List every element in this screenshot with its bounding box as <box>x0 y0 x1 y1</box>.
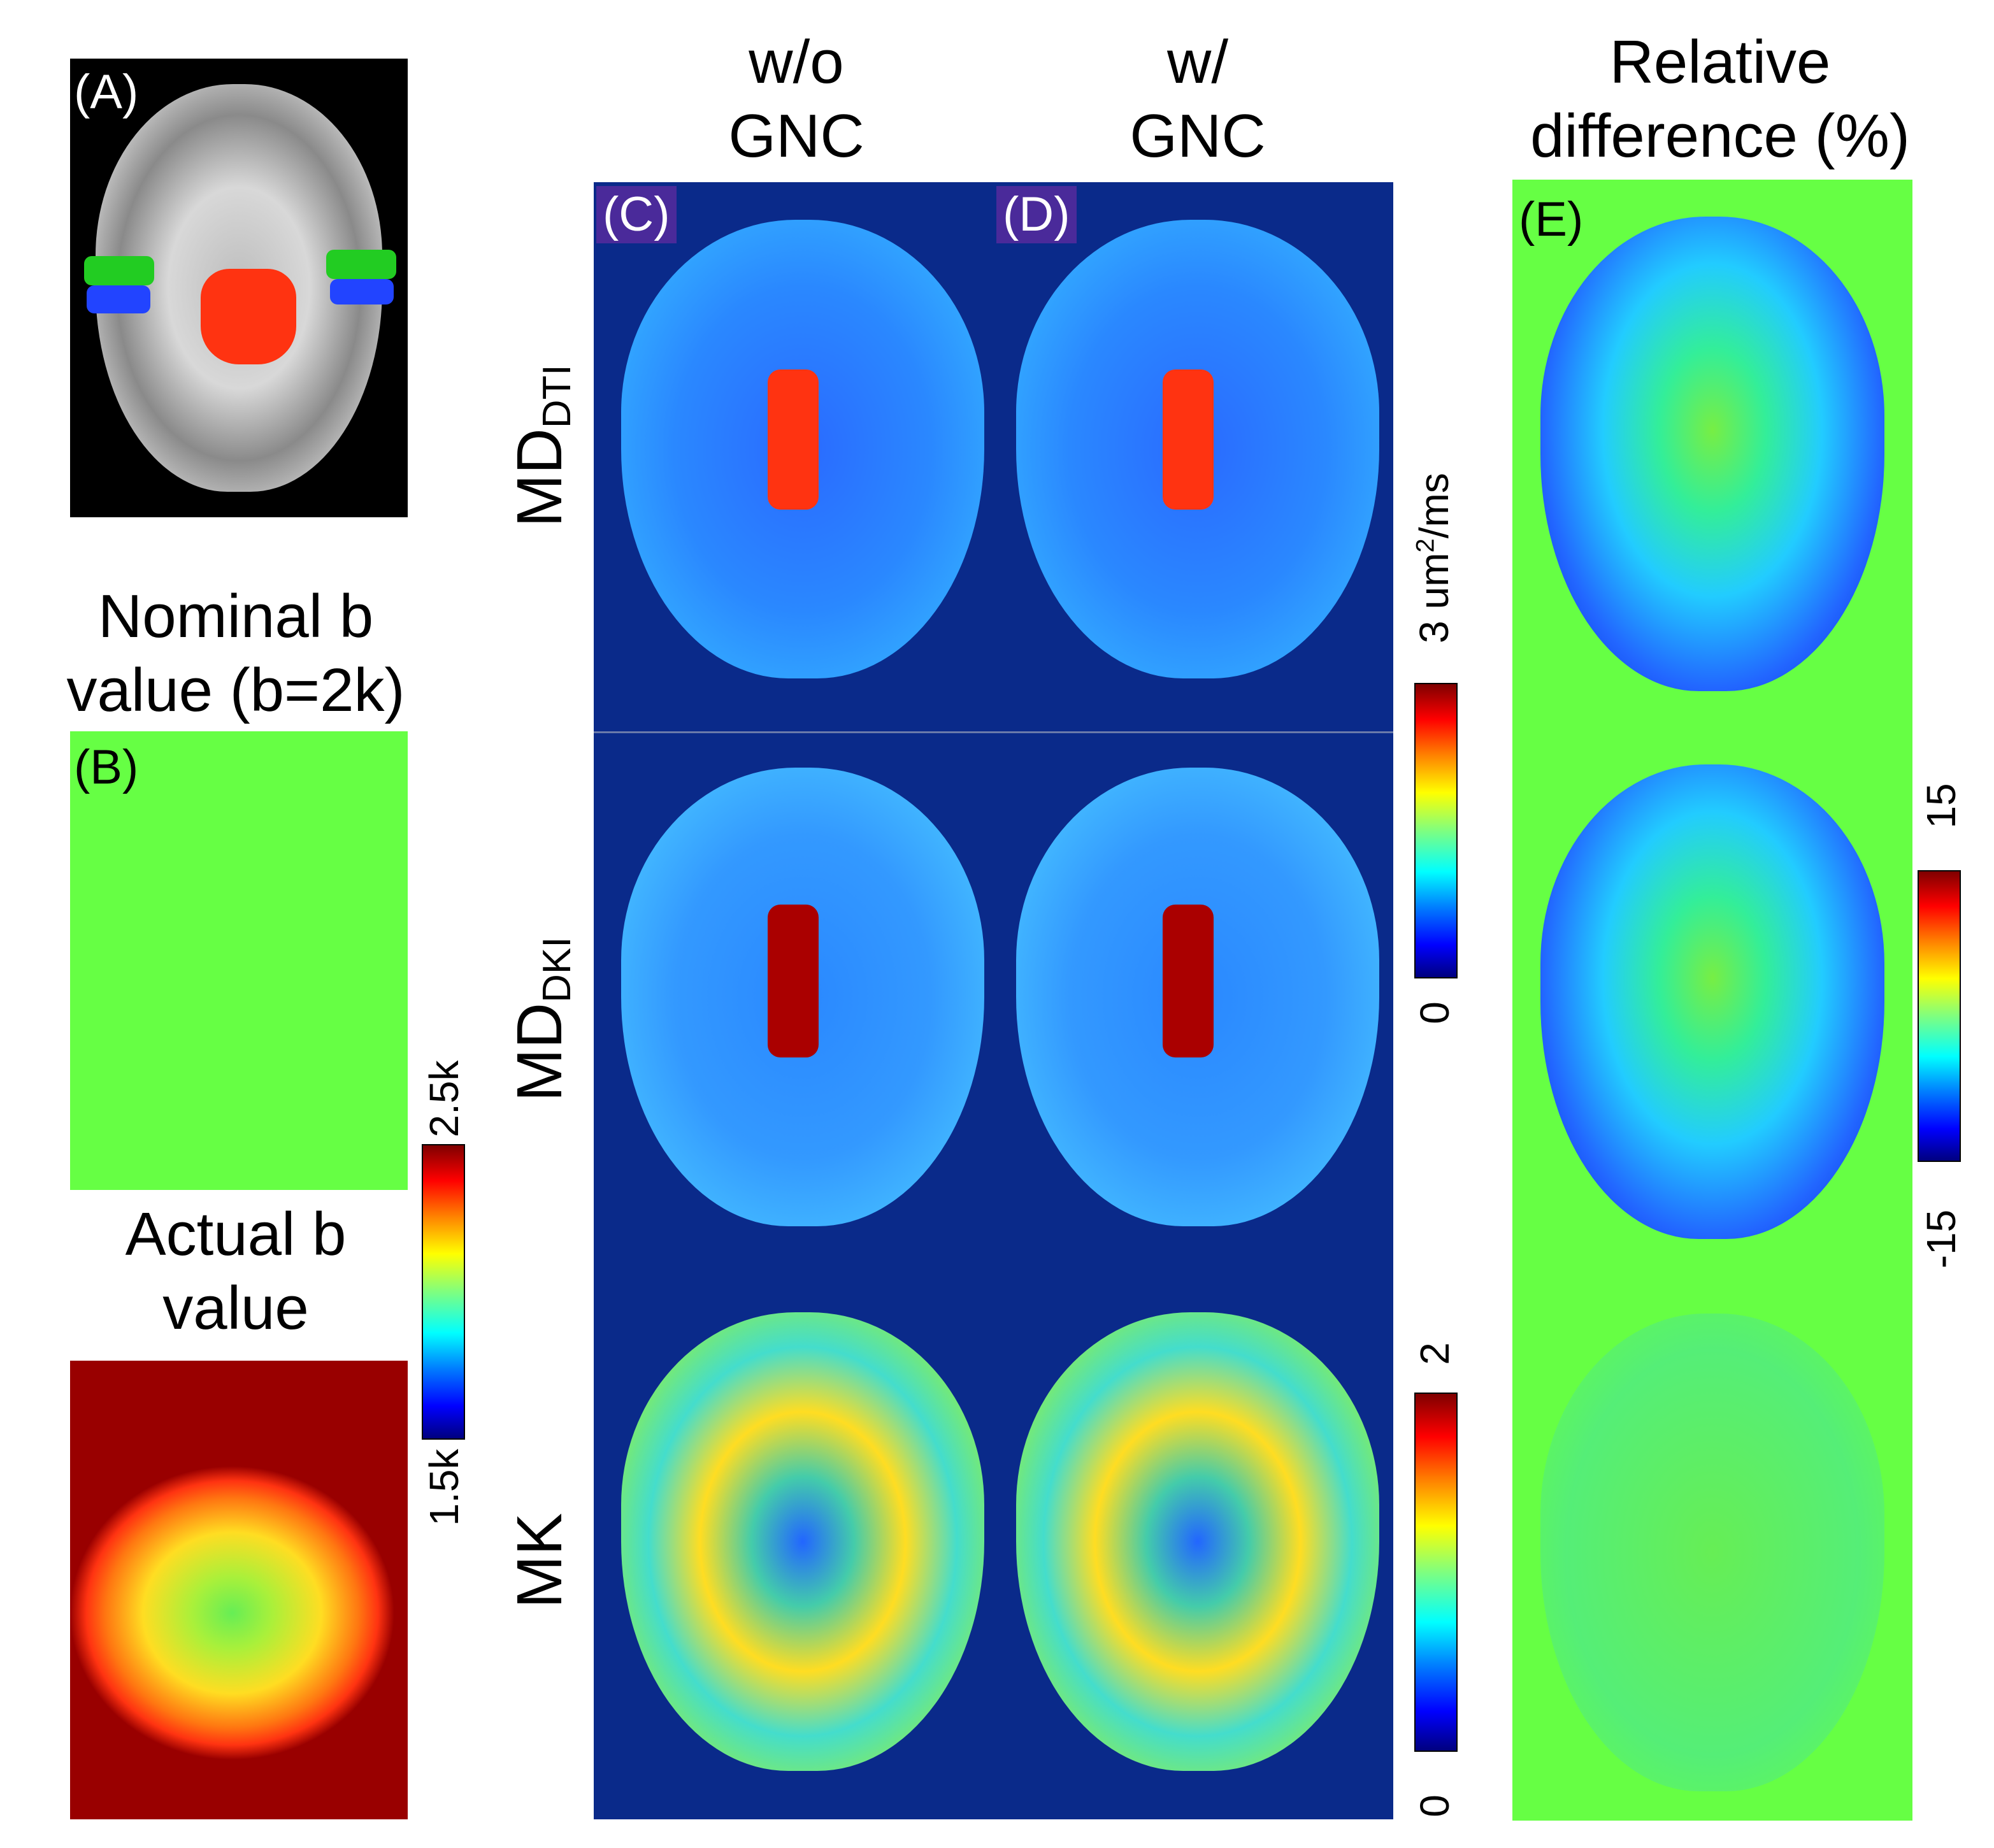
md-dki-with-gnc-ventricle <box>1163 905 1214 1057</box>
colorbar-diff-min: -15 <box>1918 1209 1964 1269</box>
roi-left-blue <box>87 285 150 313</box>
panel-a-anatomical-image: (A) <box>70 59 408 517</box>
diff-md-dki-brain <box>1540 764 1884 1239</box>
roi-right-blue <box>330 279 394 304</box>
column-title-relative-difference: Relative difference (%) <box>1530 28 1910 170</box>
column-title-without-gnc: w/o GNC <box>728 28 864 170</box>
colorbar-b-value-max: 2.5k <box>421 1060 467 1138</box>
roi-right-green <box>326 250 396 279</box>
panel-label-d: (D) <box>996 186 1077 243</box>
row-label-md-dki-sub: DKI <box>535 936 579 1003</box>
colorbar-md-min: 0 <box>1412 1001 1458 1024</box>
md-dti-without-gnc-ventricle <box>768 369 819 510</box>
panel-b-nominal-b-map: (B) <box>70 731 408 1190</box>
md-dki-without-gnc-ventricle <box>768 905 819 1057</box>
row-label-md-dti-sub: DTI <box>535 364 579 429</box>
colorbar-relative-difference <box>1918 870 1961 1162</box>
colorbar-diff-max: 15 <box>1918 783 1964 829</box>
colorbar-md-max: 3 um2/ms <box>1410 437 1457 679</box>
panel-label-b: (B) <box>74 740 139 794</box>
colorbar-b-value <box>422 1144 465 1440</box>
roi-left-green <box>84 256 154 285</box>
colorbar-mk-min: 0 <box>1412 1794 1458 1817</box>
panel-label-c: (C) <box>596 186 677 243</box>
row-divider-1 <box>594 731 1393 733</box>
panel-label-e: (E) <box>1519 192 1584 247</box>
colorbar-md-max-unit: /ms <box>1411 473 1457 539</box>
panel-e-relative-difference: (E) <box>1512 180 1912 1821</box>
colorbar-mk-max: 2 <box>1412 1342 1458 1365</box>
colorbar-mk <box>1414 1393 1458 1752</box>
roi-deep-gray-red <box>201 269 296 364</box>
diff-md-dti-brain <box>1540 217 1884 691</box>
row-label-md-dti: MDDTI <box>503 344 580 548</box>
colorbar-b-value-min: 1.5k <box>421 1449 467 1526</box>
column-title-with-gnc: w/ GNC <box>1130 28 1266 170</box>
row-label-mk: MK <box>504 1513 575 1608</box>
title-nominal-b-value: Nominal b value (b=2k) <box>66 582 405 724</box>
mk-with-gnc-brain <box>1016 1312 1379 1771</box>
panel-label-a: (A) <box>74 65 139 119</box>
mk-without-gnc-brain <box>621 1312 984 1771</box>
colorbar-md-max-exponent: 2 <box>1411 538 1440 553</box>
title-actual-b-value: Actual b value <box>125 1200 347 1342</box>
md-dti-with-gnc-ventricle <box>1163 369 1214 510</box>
row-label-md-dti-main: MD <box>504 428 575 527</box>
colorbar-md <box>1414 683 1458 978</box>
row-label-md-dki-main: MD <box>504 1002 575 1102</box>
row-label-md-dki: MDDKI <box>503 917 580 1121</box>
actual-b-map <box>70 1361 408 1819</box>
colorbar-md-max-value: 3 um <box>1411 552 1457 643</box>
diff-mk-brain <box>1540 1314 1884 1791</box>
